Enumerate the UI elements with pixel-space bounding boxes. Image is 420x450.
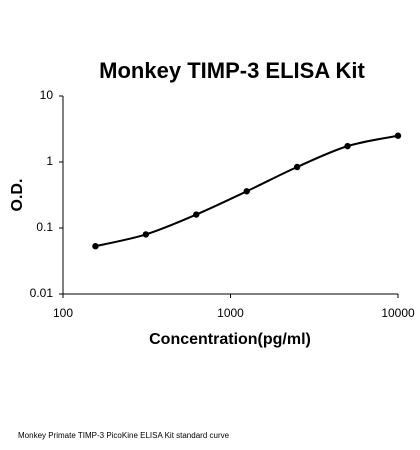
data-point — [92, 242, 99, 250]
data-point — [293, 163, 301, 171]
data-point — [243, 188, 250, 195]
y-tick-label: 1 — [46, 154, 53, 168]
data-point — [142, 231, 150, 238]
y-tick-label: 10 — [40, 88, 54, 102]
data-point — [344, 142, 351, 150]
y-axis-label: O.D. — [9, 179, 26, 212]
data-point — [193, 211, 200, 218]
x-tick-label: 1000 — [217, 306, 244, 320]
chart-title: Monkey TIMP-3 ELISA Kit — [99, 58, 365, 83]
y-tick-label: 0.01 — [30, 286, 54, 300]
y-tick-label: 0.1 — [36, 220, 53, 234]
data-point — [394, 132, 402, 139]
caption: Monkey Primate TIMP-3 PicoKine ELISA Kit… — [18, 431, 230, 440]
x-tick-label: 10000 — [381, 306, 415, 320]
x-tick-label: 100 — [53, 306, 73, 320]
x-axis-label: Concentration(pg/ml) — [149, 331, 311, 348]
